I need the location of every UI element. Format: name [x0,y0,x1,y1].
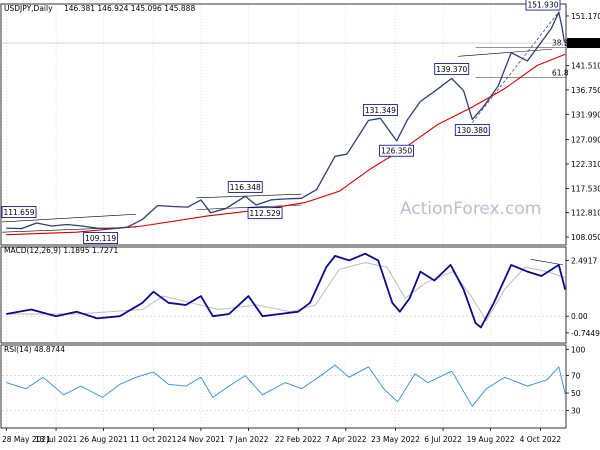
x-tick-label: 6 Jul 2022 [424,435,462,444]
price-line [6,11,566,230]
annotation-label: 131.349 [365,106,396,115]
price-y-tick-label: 108.050 [571,233,600,242]
x-tick-label: 19 Aug 2022 [467,435,515,444]
grid-lines [6,4,541,428]
last-price-box [567,38,600,49]
price-y-tick-label: 127.090 [571,135,600,144]
macd-y-tick-label: 0.00 [571,312,588,321]
annotation-box [525,0,561,11]
panel-frames [0,3,567,429]
x-tick-label: 26 Aug 2021 [80,435,128,444]
price-panel-frame [0,3,567,246]
annotation-box [454,124,490,136]
price-y-tick-label: 151.170 [571,12,600,21]
x-tick-label: 4 Oct 2022 [520,435,562,444]
annotation-label: 139.370 [436,65,467,74]
channel-line-upper [1,213,137,223]
x-tick-label: 28 May 2021 [2,435,51,444]
x-tick-label: 7 Apr 2022 [325,435,367,444]
price-y-tick-label: 122.310 [571,160,600,169]
macd-panel: 2.4917 0.00 -0.7449 [2,252,600,338]
x-tick-label: 23 May 2022 [371,435,420,444]
x-tick-label: 24 Nov 2021 [177,435,225,444]
annotation-box [227,181,263,193]
x-tick-label: 11 Oct 2021 [130,435,177,444]
rsi-line [6,364,566,407]
fib-level-label: 61.8 [552,69,569,78]
price-panel: 151.170146.290141.510136.750131.990127.0… [1,0,600,244]
x-tick-label: 7 Jan 2022 [228,435,268,444]
macd-line [6,252,567,329]
fib-diagonal-line [471,11,560,123]
annotation-box [1,206,37,218]
macd-trend-line [530,258,564,266]
annotation-box [379,144,414,157]
price-y-tick-label: 136.750 [571,86,600,95]
rsi-panel: 100 70 50 30 [2,345,586,416]
rsi-y-tick-label: 30 [571,407,581,416]
x-tick-label: 13 Jul 2021 [35,435,78,444]
macd-panel-title: MACD(12,26,9) 1.1895 1.7271 [4,246,118,255]
price-y-tick-label: 112.810 [571,209,600,218]
annotation-box [83,232,119,244]
last-price-label: 145.888 [569,40,600,49]
rsi-y-tick-label: 100 [571,345,586,354]
annotation-box [434,63,470,75]
annotation-box [362,104,398,116]
x-tick-label: 22 Feb 2022 [275,435,322,444]
price-y-tick-label: 131.990 [571,110,600,119]
annotation-label: 109.119 [85,234,116,243]
range-line-upper [196,193,302,199]
annotation-label: 126.350 [381,147,412,156]
macd-y-tick-label: -0.7449 [571,329,600,338]
annotation-label: 112.529 [250,209,281,218]
rsi-y-tick-label: 70 [571,372,581,381]
annotation-box [247,207,283,220]
annotation-label: 151.930 [527,1,558,10]
rsi-panel-title: RSI(14) 48.8744 [4,345,65,354]
macd-y-tick-label: 2.4917 [571,257,597,266]
price-panel-title: USDJPY,Daily [4,4,53,13]
price-y-tick-label: 117.530 [571,184,600,193]
annotation-label: 116.348 [230,183,261,192]
rsi-y-tick-label: 50 [571,389,581,398]
watermark: ActionForex.com [400,199,541,219]
annotation-label: 111.659 [3,208,34,217]
recent-range-line [458,48,553,57]
macd-signal-line [6,262,566,322]
moving-average-line [6,53,566,236]
rsi-panel-frame [0,344,567,429]
annotation-label: 130.380 [457,126,488,135]
macd-panel-frame [0,246,567,344]
price-y-tick-label: 141.510 [571,61,600,70]
price-ohlc-readout: 146.381 146.924 145.096 145.888 [64,4,195,13]
